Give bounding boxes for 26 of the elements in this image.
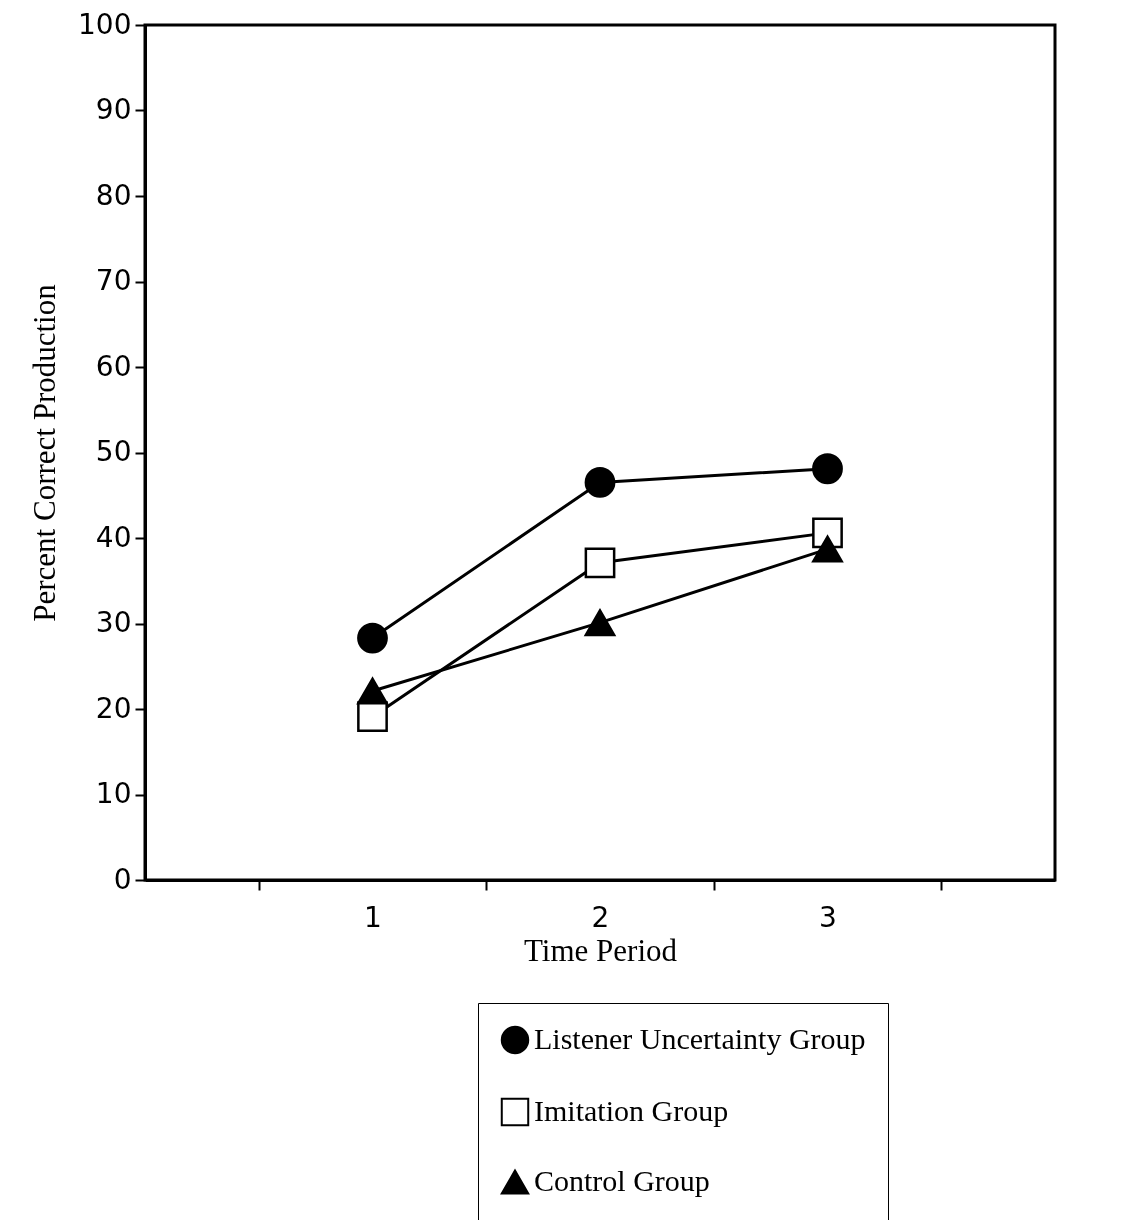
y-tick-label: 100 [78,7,132,41]
point [584,609,616,637]
point [357,622,388,654]
legend-label: Listener Uncertainty Group [534,1022,866,1055]
x-tick-label: 3 [819,900,837,934]
y-tick-label: 40 [95,520,132,554]
point [584,547,616,579]
y-tick-label: 10 [95,777,132,810]
x-tick-label: 2 [591,900,610,934]
point [812,453,843,485]
y-tick-label: 0 [113,862,132,896]
y-tick-label: 60 [95,349,132,383]
legend-label: Imitation Group [534,1094,729,1127]
point [812,535,843,563]
y-tick-label: 20 [95,691,132,725]
y-tick-label: 50 [95,435,132,468]
point [584,467,616,498]
y-tick-label: 80 [95,178,132,212]
point [357,677,388,705]
y-tick-label: 90 [95,93,132,126]
y-axis-title: Percent Correct Production [27,283,63,622]
y-tick-label: 30 [95,606,132,639]
legend-label: Control Group [534,1164,710,1197]
x-axis-title: Time Period [523,932,678,968]
y-tick-label: 70 [95,264,132,297]
x-tick-label: 1 [364,900,382,934]
